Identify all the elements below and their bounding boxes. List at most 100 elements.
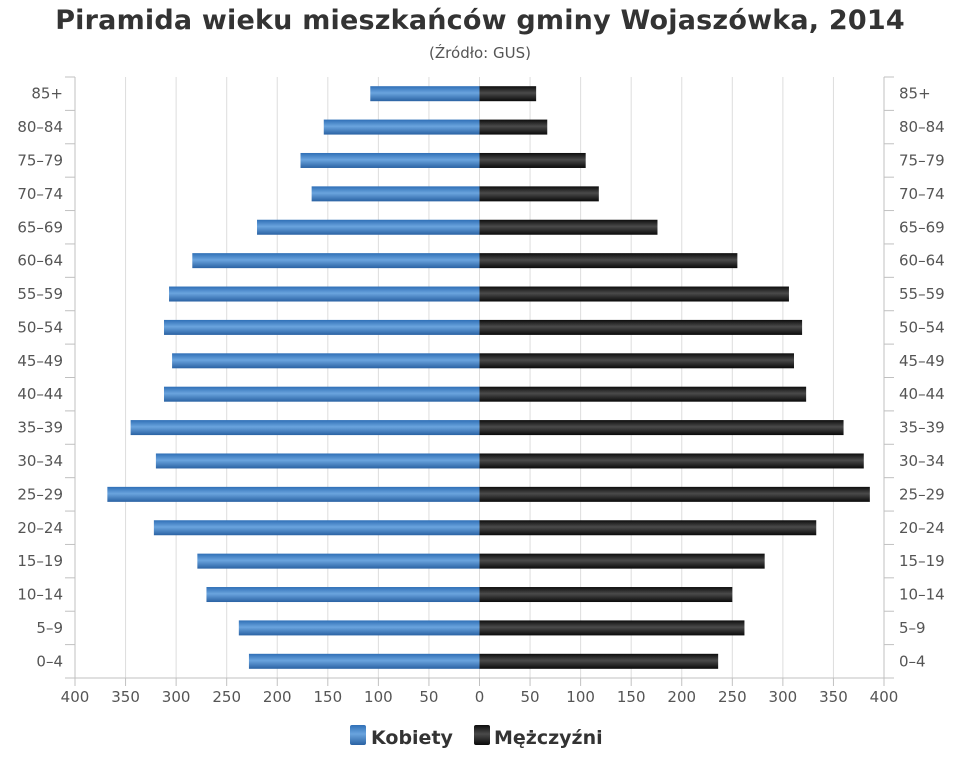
legend-label-kobiety: Kobiety — [371, 727, 454, 749]
age-group-label-right: 0–4 — [899, 652, 926, 670]
age-group-label-left: 45–49 — [17, 352, 63, 370]
tick-labels: 400 350 300 250 200 150 100 50 0 50 100 150 200 250 30… — [17, 85, 944, 706]
bar-mezczyzni — [479, 319, 803, 335]
bar-kobiety — [153, 520, 480, 536]
bar-mezczyzni — [479, 453, 864, 469]
bar-kobiety — [197, 553, 480, 569]
bar-mezczyzni — [479, 386, 807, 402]
bar-mezczyzni — [479, 253, 738, 269]
age-group-label-left: 75–79 — [17, 151, 63, 169]
axes — [65, 76, 894, 686]
age-group-label-right: 45–49 — [899, 352, 945, 370]
bar-kobiety — [257, 219, 480, 235]
bar-mezczyzni — [479, 186, 599, 202]
bar-kobiety — [206, 587, 480, 603]
bar-kobiety — [172, 353, 480, 369]
bar-mezczyzni — [479, 119, 548, 135]
age-group-label-right: 20–24 — [899, 519, 945, 537]
bar-mezczyzni — [479, 486, 870, 502]
age-group-label-right: 85+ — [899, 85, 931, 103]
legend-item-mezczyzni[interactable]: Mężczyźni — [474, 725, 603, 749]
chart-title: Piramida wieku mieszkańców gminy Wojaszó… — [55, 5, 905, 36]
age-group-label-left: 25–29 — [17, 485, 63, 503]
x-tick-label: 300 — [769, 688, 798, 706]
age-group-label-right: 55–59 — [899, 285, 945, 303]
age-group-label-right: 75–79 — [899, 151, 945, 169]
bar-mezczyzni — [479, 152, 586, 168]
bar-kobiety — [248, 653, 480, 669]
x-tick-label: 50 — [521, 688, 540, 706]
x-tick-label: 350 — [819, 688, 848, 706]
age-group-label-right: 80–84 — [899, 118, 945, 136]
legend-swatch-mezczyzni — [474, 725, 490, 745]
age-group-label-right: 50–54 — [899, 318, 945, 336]
bar-kobiety — [169, 286, 480, 302]
bar-kobiety — [238, 620, 480, 636]
age-group-label-left: 5–9 — [36, 619, 63, 637]
bar-mezczyzni — [479, 587, 733, 603]
age-group-label-right: 10–14 — [899, 586, 945, 604]
bar-kobiety — [370, 86, 480, 102]
age-group-label-right: 15–19 — [899, 552, 945, 570]
x-tick-label: 200 — [263, 688, 292, 706]
age-group-label-right: 40–44 — [899, 385, 945, 403]
x-tick-label: 350 — [111, 688, 140, 706]
age-group-label-left: 20–24 — [17, 519, 63, 537]
bar-kobiety — [155, 453, 480, 469]
age-group-label-left: 70–74 — [17, 185, 63, 203]
legend-item-kobiety[interactable]: Kobiety — [350, 725, 454, 749]
legend[interactable]: Kobiety Mężczyźni — [350, 725, 603, 749]
bar-kobiety — [311, 186, 480, 202]
bars — [107, 86, 870, 669]
legend-swatch-kobiety — [350, 725, 366, 745]
age-group-label-left: 35–39 — [17, 419, 63, 437]
legend-label-mezczyzni: Mężczyźni — [494, 727, 603, 749]
age-group-label-left: 85+ — [31, 85, 63, 103]
bar-mezczyzni — [479, 620, 745, 636]
bar-kobiety — [107, 486, 480, 502]
x-tick-label: 250 — [718, 688, 747, 706]
x-tick-label: 300 — [162, 688, 191, 706]
x-tick-label: 400 — [61, 688, 90, 706]
bar-mezczyzni — [479, 353, 794, 369]
age-group-label-left: 80–84 — [17, 118, 63, 136]
x-tick-label: 150 — [313, 688, 342, 706]
age-group-label-left: 40–44 — [17, 385, 63, 403]
x-tick-label: 100 — [364, 688, 393, 706]
x-tick-label: 400 — [870, 688, 899, 706]
bar-kobiety — [192, 253, 480, 269]
age-group-label-right: 25–29 — [899, 485, 945, 503]
age-group-label-left: 50–54 — [17, 318, 63, 336]
bar-kobiety — [163, 319, 480, 335]
x-tick-label: 50 — [419, 688, 438, 706]
chart-subtitle: (Źródło: GUS) — [429, 44, 531, 62]
age-group-label-left: 65–69 — [17, 218, 63, 236]
bar-mezczyzni — [479, 286, 789, 302]
bar-kobiety — [130, 420, 480, 436]
bar-mezczyzni — [479, 420, 844, 436]
age-group-label-left: 60–64 — [17, 252, 63, 270]
bar-kobiety — [323, 119, 480, 135]
age-group-label-left: 0–4 — [36, 652, 63, 670]
age-group-label-left: 10–14 — [17, 586, 63, 604]
x-tick-label: 150 — [617, 688, 646, 706]
age-group-label-right: 65–69 — [899, 218, 945, 236]
bar-mezczyzni — [479, 86, 537, 102]
x-tick-label: 200 — [667, 688, 696, 706]
age-group-label-left: 30–34 — [17, 452, 63, 470]
age-group-label-right: 60–64 — [899, 252, 945, 270]
x-tick-label: 250 — [212, 688, 241, 706]
bar-kobiety — [300, 152, 480, 168]
x-tick-label: 100 — [566, 688, 595, 706]
bar-mezczyzni — [479, 520, 817, 536]
x-tick-label: 0 — [475, 688, 485, 706]
age-group-label-left: 55–59 — [17, 285, 63, 303]
age-group-label-right: 70–74 — [899, 185, 945, 203]
age-group-label-right: 30–34 — [899, 452, 945, 470]
age-group-label-right: 35–39 — [899, 419, 945, 437]
bar-mezczyzni — [479, 553, 765, 569]
bar-mezczyzni — [479, 219, 658, 235]
bar-kobiety — [163, 386, 480, 402]
age-group-label-right: 5–9 — [899, 619, 926, 637]
